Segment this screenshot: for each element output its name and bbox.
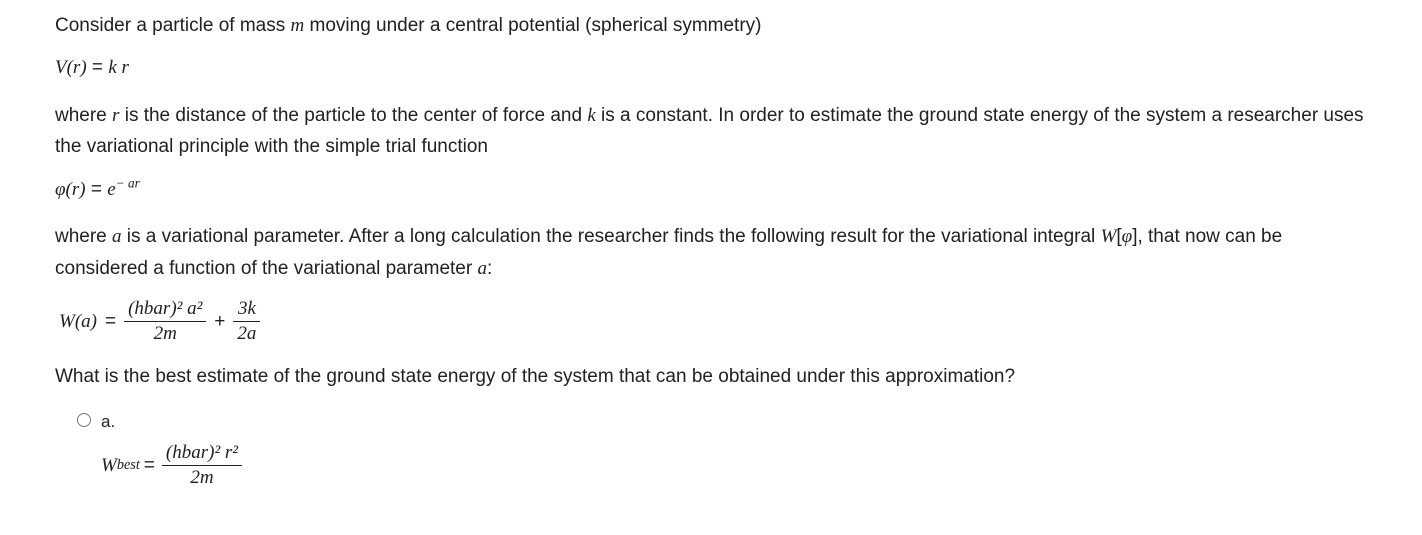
option-equation: Wbest = (hbar)² r² 2m [101,442,245,489]
text: is a variational parameter. After a long… [122,226,1101,247]
equation-phi: φ(r) = e− ar [55,177,1367,204]
eq-exp: − ar [116,175,140,190]
denominator: 2a [233,321,260,345]
fraction-1: (hbar)² a² 2m [124,298,206,345]
text: is the distance of the particle to the c… [119,105,587,126]
eq-lhs: φ(r) [55,179,86,200]
var-m: m [291,15,305,36]
eq-lhs: V(r) [55,57,87,78]
text: where [55,105,112,126]
denominator: 2m [162,465,242,489]
eq-lhs: W(a) [59,306,97,337]
paragraph-4: What is the best estimate of the ground … [55,361,1367,392]
radio-option-a[interactable] [77,413,91,427]
colon: : [487,258,492,279]
var-a: a [477,258,487,279]
eq-sign: = [105,306,116,337]
numerator: (hbar)² a² [124,298,206,321]
eq-sign: = [86,179,108,200]
answer-option-a: a. Wbest = (hbar)² r² 2m [55,406,1367,489]
paragraph-2: where r is the distance of the particle … [55,100,1367,163]
eq-sign: = [87,57,109,78]
text: What is the best estimate of the ground … [55,366,1015,387]
var-a: a [112,226,122,247]
numerator: 3k [233,298,260,321]
numerator: (hbar)² r² [162,442,242,465]
paragraph-1: Consider a particle of mass m moving und… [55,10,1367,41]
equation-V: V(r) = k r [55,55,1367,82]
denominator: 2m [124,321,206,345]
paragraph-3: where a is a variational parameter. Afte… [55,221,1367,284]
var-phi: φ [1122,226,1133,247]
var-k: k [587,105,595,126]
var-W: W [101,450,117,481]
eq-rhs: k r [108,57,129,78]
fraction: (hbar)² r² 2m [162,442,242,489]
fraction-2: 3k 2a [233,298,260,345]
text: moving under a central potential (spheri… [304,15,761,36]
equation-W: W(a) = (hbar)² a² 2m + 3k 2a [55,298,1367,345]
var-W: W [1101,226,1117,247]
eq-e: e [107,179,115,200]
text: where [55,226,112,247]
plus-sign: + [214,306,225,337]
option-letter: a. [101,408,231,436]
text: Consider a particle of mass [55,15,291,36]
question-container: Consider a particle of mass m moving und… [0,0,1422,535]
eq-sign: = [144,450,155,481]
